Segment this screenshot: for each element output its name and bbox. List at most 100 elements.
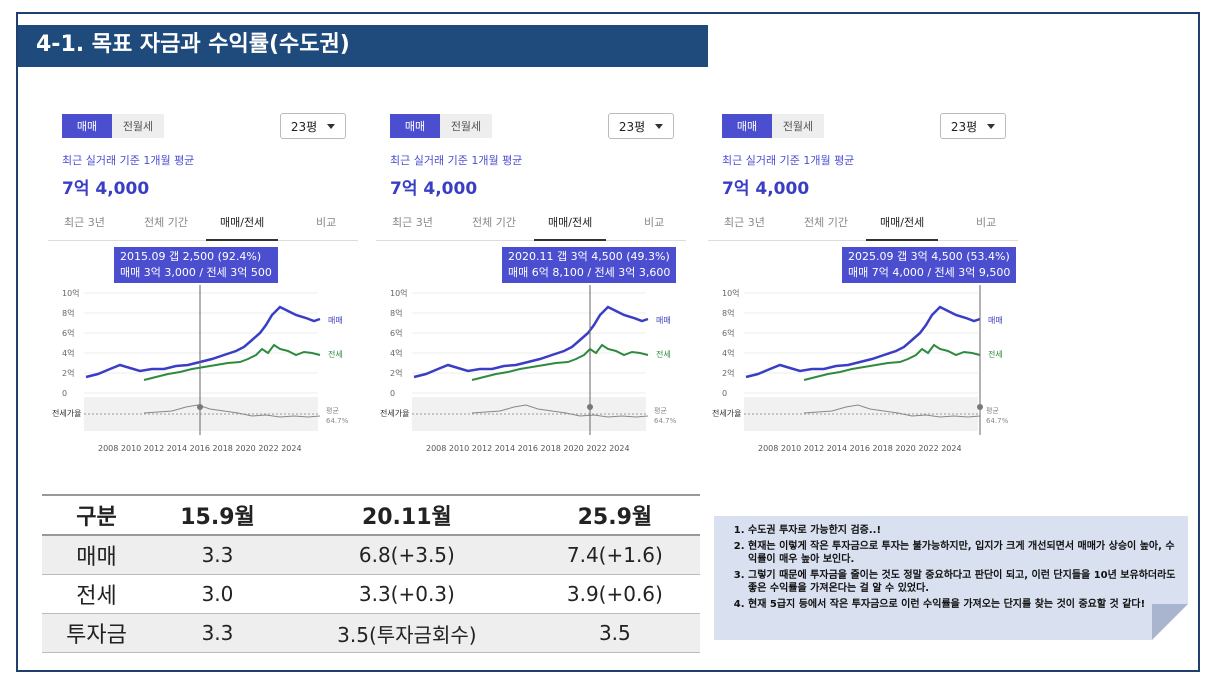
hover-tooltip: 2025.09 갭 3억 4,500 (53.4%) 매매 7억 4,000 /… [842,247,1017,283]
tab-sale-jeonse[interactable]: 매매/전세 [534,214,607,241]
y-tick-label: 4억 [390,348,402,358]
jeonse-series-line [471,343,649,381]
seg-sale-button[interactable]: 매매 [722,114,772,138]
page-fold-icon [1152,604,1188,640]
tab-compare[interactable]: 비교 [644,216,665,229]
jeonse-legend-label: 전세 [656,349,671,359]
price-subtitle: 최근 실거래 기준 1개월 평균 [390,154,523,167]
table-header: 구분 [42,494,151,536]
hover-tooltip: 2015.09 갭 2,500 (92.4%) 매매 3억 3,000 / 전세… [114,247,278,283]
x-tick-labels: 2008 2010 2012 2014 2016 2018 2020 2022 … [758,444,962,453]
size-dropdown[interactable]: 23평 [608,113,674,139]
ratio-label: 전세가율 [712,408,741,418]
deal-type-toggle[interactable]: 매매 전월세 [62,114,164,138]
y-tick-label: 8억 [62,308,74,318]
tab-sale-jeonse[interactable]: 매매/전세 [866,214,939,241]
deal-type-toggle[interactable]: 매매 전월세 [390,114,492,138]
avg-value: 64.7% [986,417,1009,425]
table-cell: 3.9(+0.6) [529,574,700,614]
sale-legend-label: 매매 [328,316,343,325]
table-cell: 3.5 [529,613,700,653]
y-tick-label: 10억 [62,288,80,298]
seg-rent-button[interactable]: 전월세 [112,114,164,138]
tab-all-period[interactable]: 전체 기간 [804,216,848,229]
size-dropdown[interactable]: 23평 [940,113,1006,139]
y-tick-label: 0 [390,389,395,398]
table-cell: 투자금 [42,613,151,653]
tab-sale-jeonse[interactable]: 매매/전세 [206,214,279,241]
ratio-series-line [803,404,981,418]
price-chart: 10억 8억 6억 4억 2억 0 전세가율 평균 64.7% 2008 2010 2012 20… [52,285,349,453]
sale-series-line [745,305,981,379]
period-tabs: 최근 3년 전체 기간 매매/전세 비교 [48,210,358,241]
tooltip-line: 2015.09 갭 2,500 (92.4%) [120,250,262,263]
y-tick-label: 0 [722,389,727,398]
table-cell: 3.0 [151,574,284,614]
table-cell: 6.8(+3.5) [283,535,530,575]
ratio-label: 전세가율 [380,408,409,418]
tooltip-line: 2020.11 갭 3억 4,500 (49.3%) [508,250,670,263]
table-cell: 3.3(+0.3) [283,574,530,614]
tooltip-line: 매매 6억 8,100 / 전세 3억 3,600 [508,266,671,279]
size-dropdown-value: 23평 [290,119,318,134]
cursor-dot [197,404,203,410]
tooltip-line: 매매 7억 4,000 / 전세 3억 9,500 [848,266,1011,279]
table-row: 투자금 3.3 3.5(투자금회수) 3.5 [42,613,700,653]
deal-type-toggle[interactable]: 매매 전월세 [722,114,824,138]
cursor-dot [587,404,593,410]
seg-rent-button[interactable]: 전월세 [772,114,824,138]
price-chart: 10억 8억 6억 4억 2억 0 전세가율 평균 64.7% 2008 2010 2012 20… [712,285,1009,453]
tab-all-period[interactable]: 전체 기간 [144,216,188,229]
notes-box: 수도권 투자로 가능한지 검증..! 현재는 이렇게 작은 투자금으로 투자는 … [714,516,1188,640]
jeonse-legend-label: 전세 [328,349,343,359]
table-cell: 3.3 [151,535,284,575]
chevron-down-icon [655,123,664,129]
table-cell: 전세 [42,574,151,614]
tab-all-period[interactable]: 전체 기간 [472,216,516,229]
tab-compare[interactable]: 비교 [316,216,337,229]
comparison-table: 구분 15.9월 20.11월 25.9월 매매 3.3 6.8(+3.5) 7… [42,494,700,653]
avg-label: 평균 [326,406,339,415]
table-cell: 3.5(투자금회수) [283,613,530,653]
title-underline [18,65,708,67]
y-tick-label: 0 [62,389,67,398]
seg-sale-button[interactable]: 매매 [390,114,440,138]
y-tick-label: 8억 [722,308,734,318]
table-row: 전세 3.0 3.3(+0.3) 3.9(+0.6) [42,574,700,614]
tab-recent-3y[interactable]: 최근 3년 [724,216,765,229]
table-cell: 매매 [42,535,151,575]
chart-panel: 매매 전월세 23평 최근 실거래 기준 1개월 평균 7억 4,000 최근 … [48,100,368,462]
seg-sale-button[interactable]: 매매 [62,114,112,138]
tab-recent-3y[interactable]: 최근 3년 [392,216,433,229]
avg-value: 64.7% [326,417,349,425]
table-header: 15.9월 [151,494,284,536]
ratio-series-line [471,404,649,418]
chevron-down-icon [987,123,996,129]
hover-tooltip: 2020.11 갭 3억 4,500 (49.3%) 매매 6억 8,100 /… [502,247,677,283]
note-item: 현재는 이렇게 작은 투자금으로 투자는 불가능하지만, 입지가 크게 개선되면… [748,540,1176,566]
jeonse-series-line [803,343,981,381]
tooltip-line: 매매 3억 3,000 / 전세 3억 500 [120,266,272,279]
tab-compare[interactable]: 비교 [976,216,997,229]
seg-rent-button[interactable]: 전월세 [440,114,492,138]
size-dropdown[interactable]: 23평 [280,113,346,139]
avg-price: 7억 4,000 [722,179,810,199]
chart-panel: 매매 전월세 23평 최근 실거래 기준 1개월 평균 7억 4,000 최근 … [376,100,696,462]
table-row: 매매 3.3 6.8(+3.5) 7.4(+1.6) [42,535,700,575]
jeonse-legend-label: 전세 [988,349,1003,359]
sale-legend-label: 매매 [988,316,1003,325]
y-tick-label: 6억 [62,328,74,338]
tab-recent-3y[interactable]: 최근 3년 [64,216,105,229]
cursor-dot [977,404,983,410]
avg-price: 7억 4,000 [390,179,478,199]
tooltip-line: 2025.09 갭 3억 4,500 (53.4%) [848,250,1010,263]
y-tick-label: 2억 [62,368,74,378]
y-tick-label: 10억 [722,288,740,298]
price-chart: 10억 8억 6억 4억 2억 0 전세가율 평균 64.7% 2008 2010 2012 20… [380,285,677,453]
y-tick-label: 8억 [390,308,402,318]
table-cell: 7.4(+1.6) [529,535,700,575]
table-cell: 3.3 [151,613,284,653]
y-tick-label: 4억 [62,348,74,358]
y-tick-label: 6억 [722,328,734,338]
ratio-label: 전세가율 [52,408,81,418]
